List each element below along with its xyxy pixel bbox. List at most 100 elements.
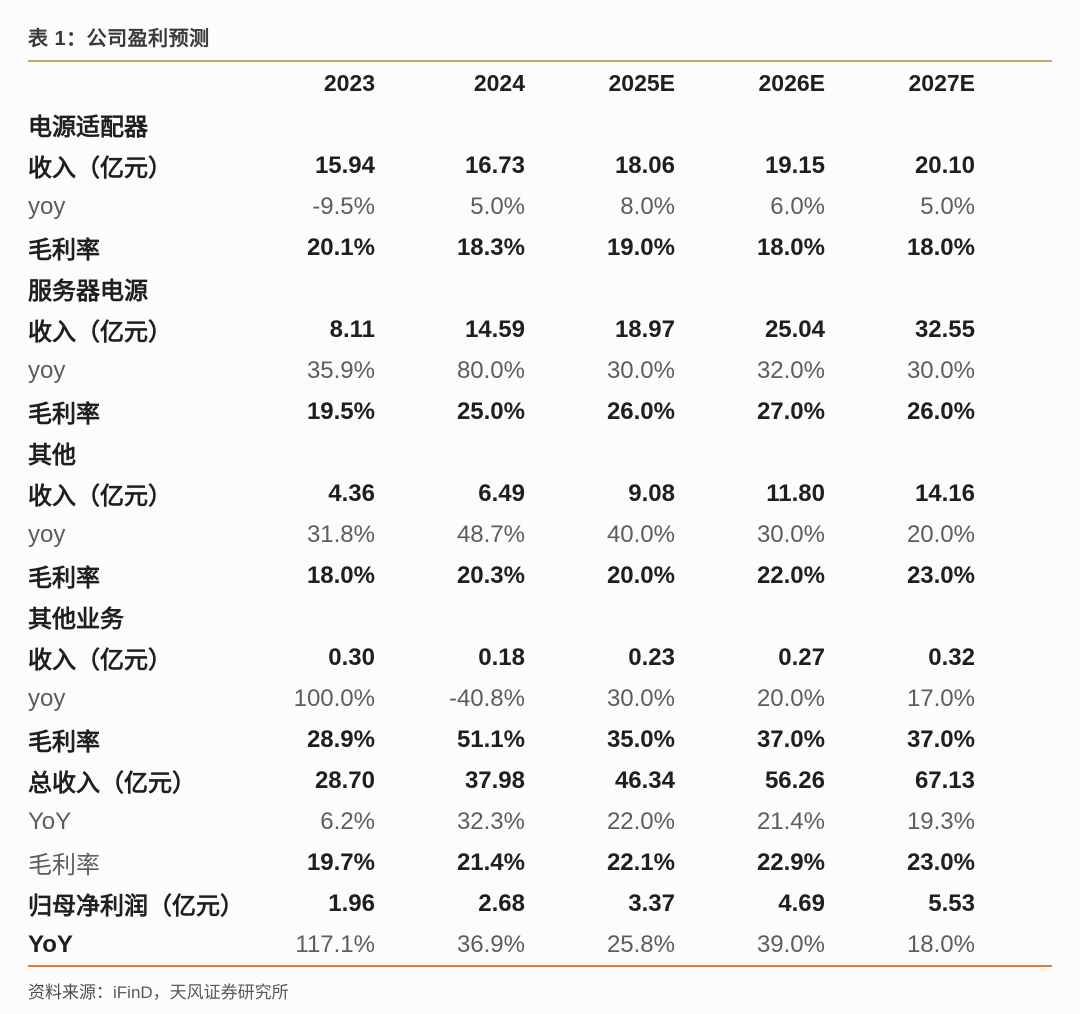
cell-value [525, 104, 675, 145]
cell-value: 30.0% [906, 356, 975, 384]
source-note-text: iFinD，天风证券研究所 [113, 983, 289, 1002]
cell-value: 18.0% [906, 233, 975, 261]
row-label: 总收入（亿元） [28, 770, 196, 797]
table-row: 毛利率 28.9% 51.1% 35.0% 37.0% 37.0% [28, 719, 1052, 760]
row-spacer [975, 432, 1052, 473]
cell-value: 28.70 [314, 766, 375, 794]
row-label: yoy [28, 192, 66, 220]
cell-value: 15.94 [314, 151, 375, 179]
table-row: yoy 35.9% 80.0% 30.0% 32.0% 30.0% [28, 350, 1052, 391]
table-row: 收入（亿元） 15.94 16.73 18.06 19.15 20.10 [28, 145, 1052, 186]
row-label: 归母净利润（亿元） [28, 893, 244, 920]
row-spacer [975, 186, 1052, 227]
cell-value: 5.0% [470, 192, 525, 220]
cell-value: 17.0% [906, 684, 975, 712]
row-spacer [975, 555, 1052, 596]
cell-value: 19.15 [764, 151, 825, 179]
cell-value: 8.11 [329, 315, 375, 343]
row-spacer [975, 924, 1052, 965]
row-spacer [975, 227, 1052, 268]
cell-value: 25.04 [764, 315, 825, 343]
cell-value [375, 432, 525, 473]
row-spacer [975, 104, 1052, 145]
cell-value [675, 104, 825, 145]
cell-value: -40.8% [448, 684, 525, 712]
header-year-2026e: 2026E [758, 69, 825, 96]
row-label: 收入（亿元） [28, 319, 172, 346]
row-spacer [975, 883, 1052, 924]
cell-value: 18.0% [756, 233, 825, 261]
cell-value: 27.0% [756, 397, 825, 425]
row-label: YoY [28, 807, 72, 835]
row-spacer [975, 678, 1052, 719]
cell-value: 19.0% [606, 233, 675, 261]
cell-value: 11.80 [766, 479, 825, 507]
table-row: 收入（亿元） 8.11 14.59 18.97 25.04 32.55 [28, 309, 1052, 350]
cell-value [675, 596, 825, 637]
cell-value: 25.8% [606, 930, 675, 958]
cell-value: 32.0% [756, 356, 825, 384]
cell-value: 80.0% [456, 356, 525, 384]
table-row: 其他 [28, 432, 1052, 473]
row-label: 收入（亿元） [28, 647, 172, 674]
cell-value: 6.49 [478, 479, 525, 507]
cell-value: 4.36 [328, 479, 375, 507]
cell-value: 67.13 [914, 766, 975, 794]
cell-value: 0.18 [478, 643, 525, 671]
row-label: yoy [28, 520, 66, 548]
row-spacer [975, 514, 1052, 555]
cell-value: 117.1% [295, 930, 375, 958]
header-year-2023: 2023 [323, 69, 375, 96]
header-blank-cell [28, 62, 225, 104]
cell-value [375, 596, 525, 637]
cell-value: 18.3% [456, 233, 525, 261]
cell-value: 25.0% [456, 397, 525, 425]
cell-value [675, 432, 825, 473]
cell-value: 14.16 [914, 479, 975, 507]
table-row: yoy 100.0% -40.8% 30.0% 20.0% 17.0% [28, 678, 1052, 719]
cell-value: 0.30 [328, 643, 375, 671]
cell-value: 19.5% [306, 397, 375, 425]
cell-value: 20.0% [606, 561, 675, 589]
cell-value: 18.0% [906, 930, 975, 958]
forecast-table: 2023 2024 2025E 2026E 2027E 电源适配器 收入（亿元） 1… [28, 62, 1052, 965]
table-row: 毛利率 20.1% 18.3% 19.0% 18.0% 18.0% [28, 227, 1052, 268]
table-title: 表 1：公司盈利预测 [28, 28, 210, 50]
cell-value [525, 596, 675, 637]
cell-value: 8.0% [620, 192, 675, 220]
header-year-2024: 2024 [473, 69, 525, 96]
cell-value: 22.9% [756, 848, 825, 876]
row-label: 其他 [28, 442, 76, 469]
table-row: 归母净利润（亿元） 1.96 2.68 3.37 4.69 5.53 [28, 883, 1052, 924]
cell-value: 20.0% [906, 520, 975, 548]
cell-value: 22.0% [756, 561, 825, 589]
row-label: YoY [28, 930, 73, 958]
cell-value: 35.9% [306, 356, 375, 384]
bottom-rule [28, 965, 1052, 967]
header-spacer-cell [975, 62, 1052, 104]
table-row: 服务器电源 [28, 268, 1052, 309]
row-label: 毛利率 [28, 852, 100, 879]
cell-value: 32.3% [456, 807, 525, 835]
cell-value: 23.0% [906, 848, 975, 876]
cell-value: 0.32 [928, 643, 975, 671]
table-row: 收入（亿元） 4.36 6.49 9.08 11.80 14.16 [28, 473, 1052, 514]
cell-value: 30.0% [756, 520, 825, 548]
cell-value: 1.96 [328, 889, 375, 917]
row-label: yoy [28, 356, 66, 384]
cell-value [675, 268, 825, 309]
cell-value: 37.98 [464, 766, 525, 794]
cell-value: 35.0% [606, 725, 675, 753]
row-spacer [975, 309, 1052, 350]
cell-value: 30.0% [606, 684, 675, 712]
cell-value: 26.0% [906, 397, 975, 425]
row-spacer [975, 145, 1052, 186]
table-row: 总收入（亿元） 28.70 37.98 46.34 56.26 67.13 [28, 760, 1052, 801]
cell-value: 36.9% [456, 930, 525, 958]
cell-value: 37.0% [756, 725, 825, 753]
cell-value [825, 596, 975, 637]
cell-value [375, 268, 525, 309]
header-row: 2023 2024 2025E 2026E 2027E [28, 62, 1052, 104]
table-row: 电源适配器 [28, 104, 1052, 145]
row-spacer [975, 473, 1052, 514]
